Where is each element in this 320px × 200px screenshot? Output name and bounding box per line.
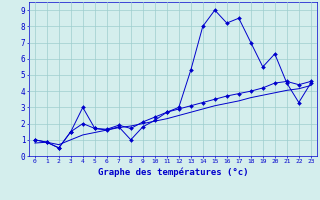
X-axis label: Graphe des températures (°c): Graphe des températures (°c): [98, 167, 248, 177]
